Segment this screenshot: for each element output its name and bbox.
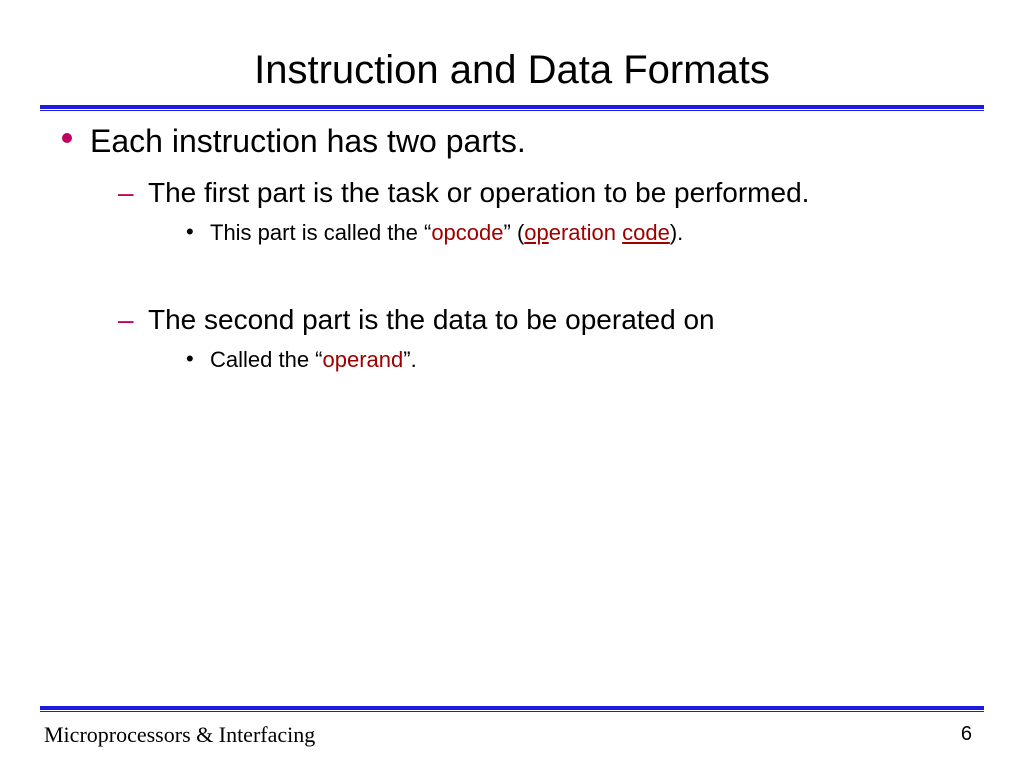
bullet-text: This part is called the “opcode” (operat… (210, 219, 964, 248)
bullet-dot-icon (62, 133, 72, 143)
slide: Instruction and Data Formats Each instru… (0, 0, 1024, 768)
keyword-operand: operand (323, 347, 404, 372)
keyword-op-ul: op (524, 220, 548, 245)
dot-icon: • (186, 346, 194, 372)
text-part: Called the “ (210, 347, 323, 372)
footer-rule (40, 706, 984, 712)
slide-content: Each instruction has two parts. – The fi… (0, 111, 1024, 375)
keyword-opcode: opcode (431, 220, 503, 245)
bullet-level1: Each instruction has two parts. (90, 121, 964, 163)
slide-title: Instruction and Data Formats (0, 0, 1024, 105)
bullet-level3: • Called the “operand”. (210, 346, 964, 375)
bullet-level2: – The second part is the data to be oper… (148, 302, 964, 338)
bullet-text: Called the “operand”. (210, 346, 964, 375)
text-part: ” ( (504, 220, 525, 245)
text-part: ). (670, 220, 683, 245)
footer-text: Microprocessors & Interfacing (44, 722, 315, 748)
spacer (90, 254, 964, 290)
bullet-text: Each instruction has two parts. (90, 121, 964, 163)
dash-icon: – (118, 177, 134, 209)
text-part: This part is called the “ (210, 220, 431, 245)
bullet-text: The first part is the task or operation … (148, 175, 964, 211)
bullet-level2: – The first part is the task or operatio… (148, 175, 964, 211)
page-number: 6 (961, 723, 972, 746)
dash-icon: – (118, 304, 134, 336)
bullet-text: The second part is the data to be operat… (148, 302, 964, 338)
keyword-code-ul: code (622, 220, 670, 245)
text-part: ”. (403, 347, 416, 372)
keyword-eration: eration (549, 220, 622, 245)
bullet-level3: • This part is called the “opcode” (oper… (210, 219, 964, 248)
dot-icon: • (186, 219, 194, 245)
